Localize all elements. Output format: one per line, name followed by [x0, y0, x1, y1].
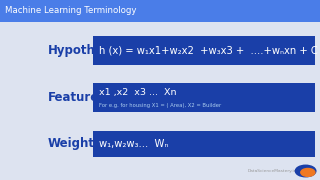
FancyBboxPatch shape: [0, 0, 320, 22]
FancyBboxPatch shape: [93, 83, 315, 112]
Circle shape: [295, 165, 316, 177]
FancyBboxPatch shape: [93, 131, 315, 157]
Text: w₁,w₂w₃...  Wₙ: w₁,w₂w₃... Wₙ: [99, 139, 169, 149]
Text: Machine Learning Terminology: Machine Learning Terminology: [5, 6, 136, 15]
Text: Hypothesis: Hypothesis: [48, 44, 122, 57]
FancyBboxPatch shape: [93, 36, 315, 65]
Text: For e.g. for housing X1 = ( Area), X2 = Builder: For e.g. for housing X1 = ( Area), X2 = …: [99, 103, 221, 108]
Text: DataScienceMastery.in: DataScienceMastery.in: [248, 169, 298, 173]
Circle shape: [301, 168, 315, 176]
Text: x1 ,x2  x3 ...  Xn: x1 ,x2 x3 ... Xn: [99, 88, 177, 97]
Text: h (x) = w₁x1+w₂x2  +w₃x3 +  ....+wₙxn + C: h (x) = w₁x1+w₂x2 +w₃x3 + ....+wₙxn + C: [99, 45, 318, 55]
Text: Features: Features: [48, 91, 106, 104]
Text: Weights: Weights: [48, 138, 102, 150]
